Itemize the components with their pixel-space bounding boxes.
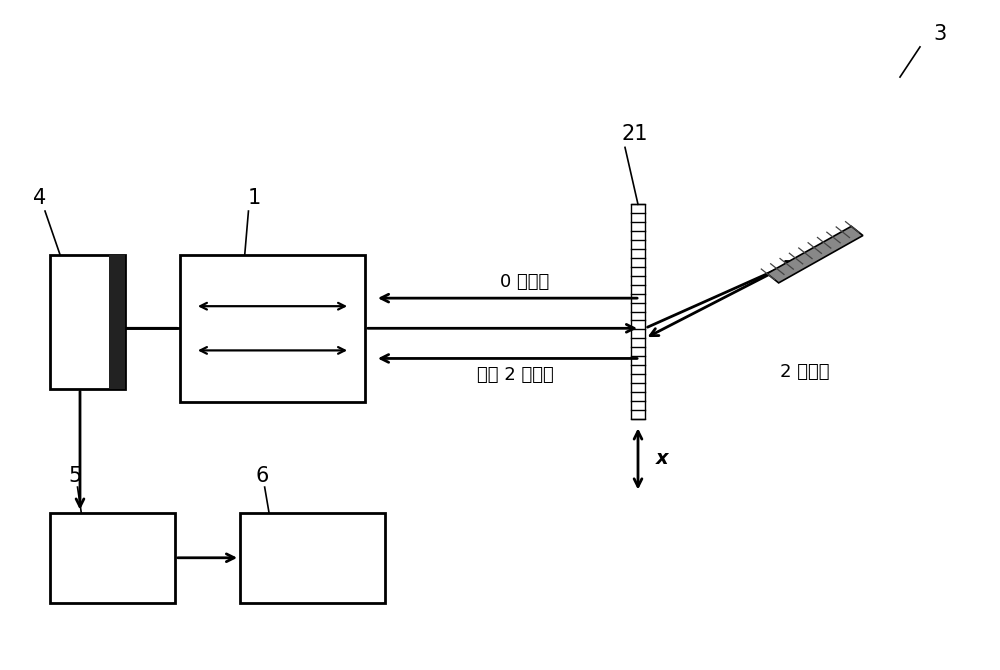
Text: 二次 2 级衍射: 二次 2 级衍射: [477, 366, 553, 385]
Text: 3: 3: [933, 23, 947, 44]
Text: 6: 6: [255, 466, 268, 486]
Text: x: x: [656, 450, 669, 468]
Text: 2 级衍射: 2 级衍射: [780, 363, 830, 381]
Bar: [50, 255, 125, 389]
Text: 1: 1: [247, 188, 261, 208]
Bar: [240, 513, 385, 603]
Text: 4: 4: [33, 188, 47, 208]
Text: 5: 5: [68, 466, 82, 486]
Bar: [50, 513, 175, 603]
Polygon shape: [767, 226, 863, 283]
Bar: [631, 204, 645, 419]
Text: 0 级衍射: 0 级衍射: [500, 273, 550, 291]
Text: 21: 21: [622, 124, 648, 144]
Bar: [108, 255, 125, 389]
Bar: [180, 255, 365, 402]
